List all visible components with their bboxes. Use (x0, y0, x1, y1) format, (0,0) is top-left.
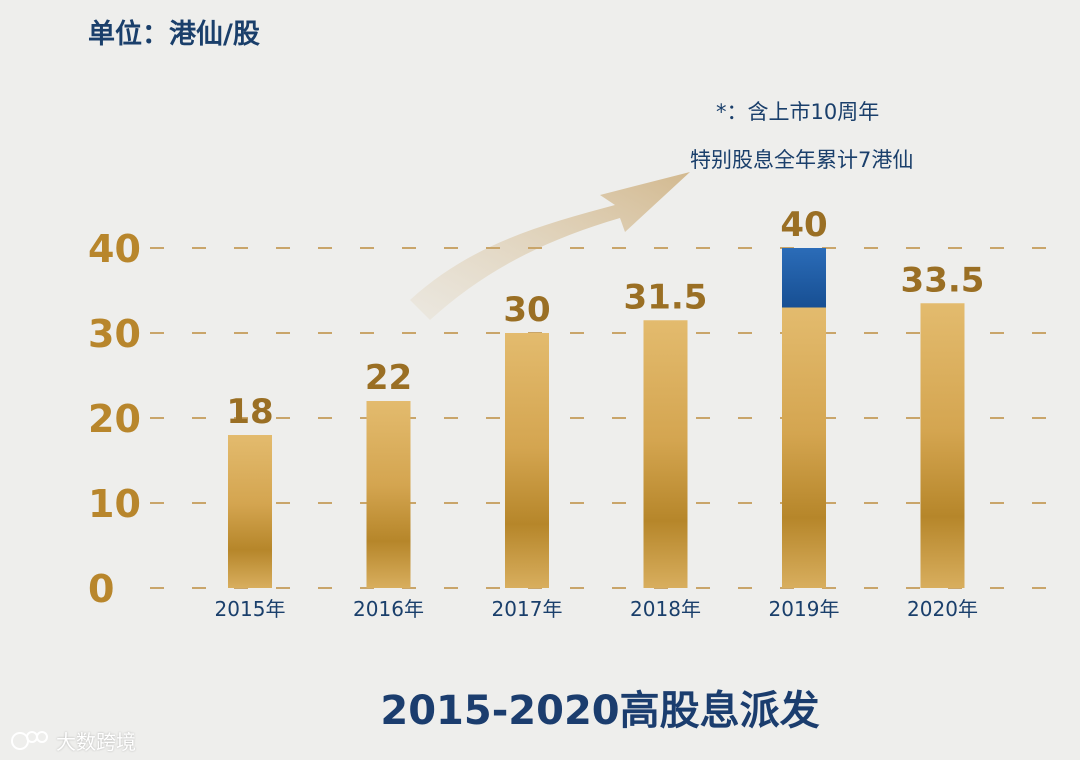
watermark-logo-icon (11, 730, 48, 750)
data-label: 30 (503, 290, 550, 330)
bar (366, 401, 411, 588)
data-label: 18 (226, 392, 273, 432)
y-tick-label: 0 (88, 567, 114, 611)
bar (920, 303, 965, 588)
watermark-text: 大数跨境 (56, 730, 136, 754)
bar (643, 320, 688, 588)
x-tick-label: 2018年 (630, 597, 701, 621)
data-label: 33.5 (901, 260, 985, 300)
y-tick-label: 40 (88, 227, 141, 271)
x-tick-label: 2015年 (215, 597, 286, 621)
unit-label: 单位：港仙/股 (88, 19, 260, 50)
chart-title: 2015-2020高股息派发 (380, 688, 820, 734)
watermark: 大数跨境 (10, 726, 136, 755)
bar (228, 435, 272, 588)
bar-special-dividend (782, 248, 826, 308)
x-tick-label: 2020年 (907, 597, 978, 621)
x-tick-label: 2019年 (769, 597, 840, 621)
y-tick-label: 20 (88, 397, 141, 441)
data-label: 40 (780, 205, 827, 245)
data-label: 31.5 (624, 277, 708, 317)
x-tick-label: 2017年 (492, 597, 563, 621)
note-line-1: *：含上市10周年 (716, 100, 880, 124)
y-tick-label: 10 (88, 482, 141, 526)
data-label: 22 (365, 358, 412, 398)
x-tick-label: 2016年 (353, 597, 424, 621)
bar (782, 307, 826, 588)
bar (505, 333, 549, 588)
note-line-2: 特别股息全年累计7港仙 (690, 148, 914, 172)
y-tick-label: 30 (88, 312, 141, 356)
